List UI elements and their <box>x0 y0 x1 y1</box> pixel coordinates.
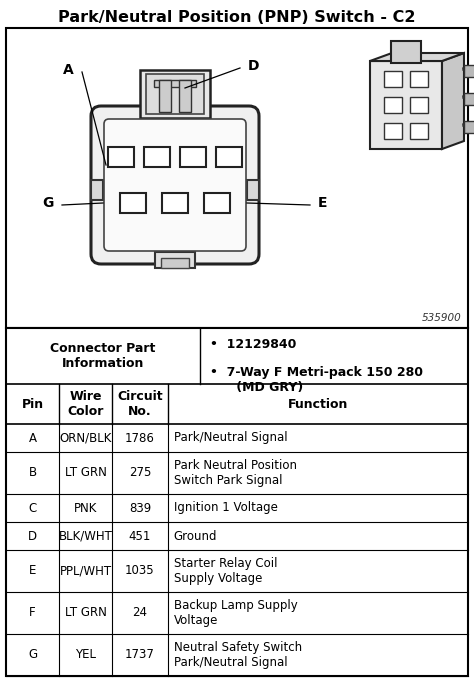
Text: Wire
Color: Wire Color <box>67 390 104 418</box>
FancyBboxPatch shape <box>104 119 246 251</box>
Bar <box>144 147 170 167</box>
Text: 1786: 1786 <box>125 432 155 445</box>
Text: 24: 24 <box>132 607 147 620</box>
Bar <box>120 193 146 213</box>
Text: D: D <box>28 529 37 542</box>
Bar <box>384 123 402 139</box>
Text: ORN/BLK: ORN/BLK <box>60 432 112 445</box>
Bar <box>179 80 191 112</box>
Polygon shape <box>442 53 464 149</box>
Text: 1737: 1737 <box>125 648 155 661</box>
Text: Starter Relay Coil
Supply Voltage: Starter Relay Coil Supply Voltage <box>173 557 277 585</box>
Text: BLK/WHT: BLK/WHT <box>59 529 113 542</box>
Text: YEL: YEL <box>75 648 96 661</box>
Bar <box>410 97 428 113</box>
Text: 839: 839 <box>129 501 151 514</box>
Bar <box>384 71 402 87</box>
Bar <box>146 74 204 114</box>
Bar <box>247 180 259 200</box>
Text: Park/Neutral Signal: Park/Neutral Signal <box>173 432 287 445</box>
Text: G: G <box>43 196 54 210</box>
Text: Park/Neutral Position (PNP) Switch - C2: Park/Neutral Position (PNP) Switch - C2 <box>58 10 416 25</box>
Bar <box>204 193 230 213</box>
Text: A: A <box>28 432 36 445</box>
Text: Function: Function <box>288 397 348 410</box>
Text: Ignition 1 Voltage: Ignition 1 Voltage <box>173 501 278 514</box>
Bar <box>464 121 474 133</box>
Polygon shape <box>370 53 464 61</box>
Text: B: B <box>28 466 36 479</box>
Text: 535900: 535900 <box>422 313 462 323</box>
Bar <box>91 180 103 200</box>
Bar <box>410 123 428 139</box>
Bar <box>391 41 421 63</box>
Bar <box>180 147 206 167</box>
Text: 451: 451 <box>129 529 151 542</box>
Bar <box>161 258 189 268</box>
Bar <box>464 93 474 105</box>
Text: D: D <box>248 59 259 73</box>
Bar <box>154 80 196 87</box>
Bar <box>384 97 402 113</box>
Text: Pin: Pin <box>21 397 44 410</box>
Text: PPL/WHT: PPL/WHT <box>60 564 112 577</box>
Text: Park Neutral Position
Switch Park Signal: Park Neutral Position Switch Park Signal <box>173 459 297 487</box>
Text: Ground: Ground <box>173 529 217 542</box>
Text: 275: 275 <box>129 466 151 479</box>
Bar <box>155 252 195 268</box>
Text: Neutral Safety Switch
Park/Neutral Signal: Neutral Safety Switch Park/Neutral Signa… <box>173 641 302 669</box>
Text: E: E <box>29 564 36 577</box>
Text: Connector Part
Information: Connector Part Information <box>50 342 155 370</box>
Text: •  12129840: • 12129840 <box>210 337 296 350</box>
Bar <box>140 70 210 118</box>
Bar <box>216 147 242 167</box>
Text: 1035: 1035 <box>125 564 155 577</box>
Text: Backup Lamp Supply
Voltage: Backup Lamp Supply Voltage <box>173 599 298 627</box>
Text: C: C <box>28 501 36 514</box>
Bar <box>6 28 468 328</box>
Text: A: A <box>63 63 74 77</box>
Text: E: E <box>318 196 328 210</box>
Bar <box>159 80 171 112</box>
Text: F: F <box>29 607 36 620</box>
Bar <box>6 328 468 676</box>
Text: Circuit
No.: Circuit No. <box>117 390 163 418</box>
Bar <box>370 61 442 149</box>
Bar <box>108 147 134 167</box>
Text: G: G <box>28 648 37 661</box>
Text: PNK: PNK <box>74 501 97 514</box>
Text: LT GRN: LT GRN <box>65 466 107 479</box>
Text: •  7-Way F Metri-pack 150 280
      (MD GRY): • 7-Way F Metri-pack 150 280 (MD GRY) <box>210 366 423 394</box>
Bar <box>464 65 474 77</box>
Bar <box>410 71 428 87</box>
Bar <box>162 193 188 213</box>
Text: LT GRN: LT GRN <box>65 607 107 620</box>
FancyBboxPatch shape <box>91 106 259 264</box>
